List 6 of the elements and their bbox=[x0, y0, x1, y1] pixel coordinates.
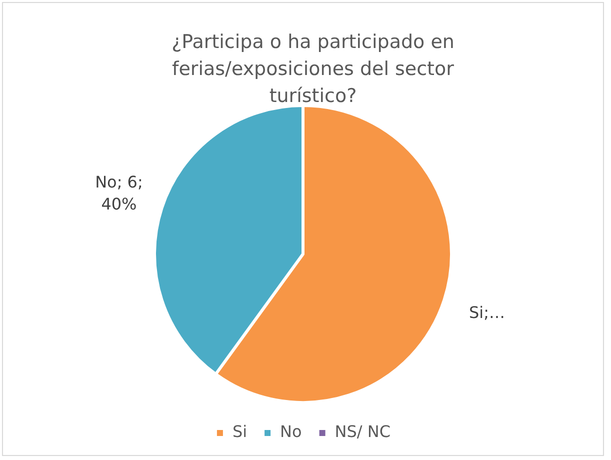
data-label: Si;… bbox=[469, 302, 506, 322]
data-label: No; 6; 40% bbox=[95, 172, 143, 214]
legend-label: No bbox=[280, 422, 302, 442]
legend-label: NS/ NC bbox=[334, 422, 391, 442]
legend-label: Si bbox=[232, 422, 248, 442]
chart-title: ¿Participa o ha participado en ferias/exposiciones del sector turístico? bbox=[170, 30, 456, 109]
